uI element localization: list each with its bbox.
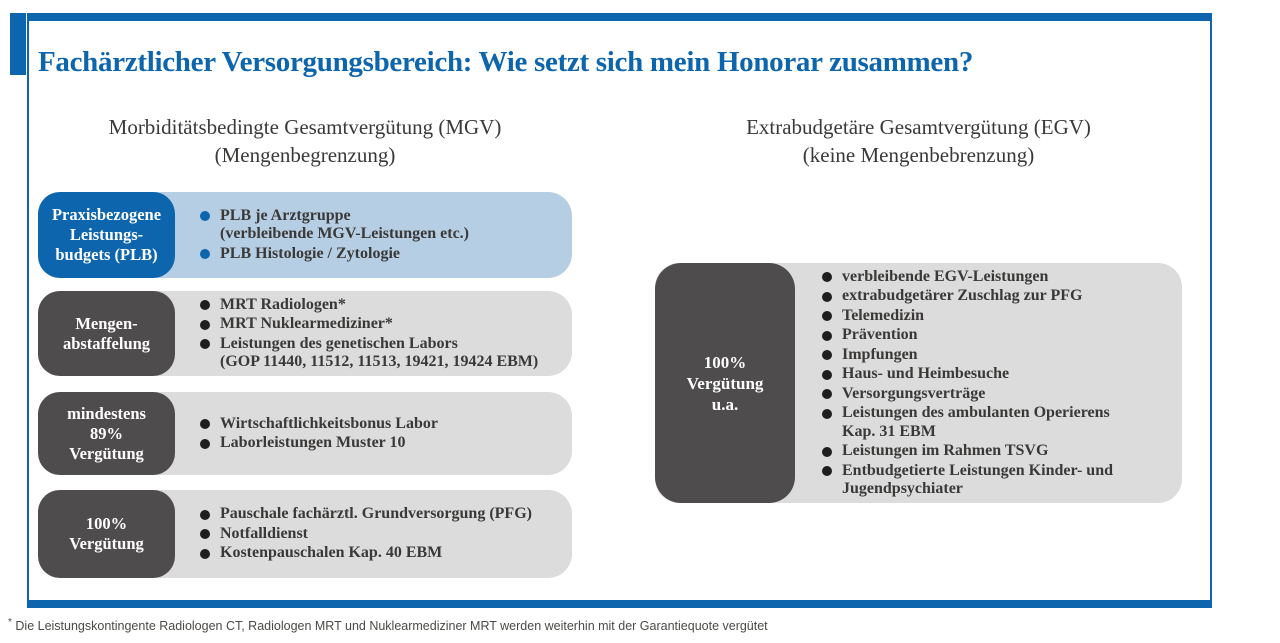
bullet-item-text: Impfungen [842, 345, 918, 363]
bullet-item-text: Prävention [842, 326, 918, 343]
row-100-verguetung: Pauschale fachärztl. Grundversorgung (PF… [38, 490, 572, 578]
egv-heading-line2: (keine Mengenbebrenzung) [802, 143, 1035, 167]
bullet-item: Leistungen im Rahmen TSVG [822, 442, 1174, 461]
bullet-item-text: Telemedizin [842, 306, 925, 324]
bullet-dot-icon [200, 509, 210, 520]
bullet-item-text: MRT Nuklearmediziner* [220, 315, 393, 332]
bullet-item-text: Notfalldienst [220, 524, 308, 542]
bullet-item-text: Leistungen im Rahmen TSVG [842, 442, 1049, 459]
bullet-dot-icon [200, 419, 210, 430]
row-mindestens-89: Wirtschaftlichkeitsbonus Labor Laborleist… [38, 392, 572, 475]
bullet-list: Wirtschaftlichkeitsbonus Labor Laborleist… [38, 414, 572, 454]
bullet-item-text: extrabudgetärer Zuschlag zur PFG [842, 287, 1083, 304]
row-mengenabstaffelung: MRT Radiologen* MRT Nuklearmediziner* Leis… [38, 291, 572, 376]
bullet-item-text: PLB Histologie / Zytologie [220, 244, 400, 262]
bullet-dot-icon [822, 330, 832, 341]
bullet-item: MRT Nuklearmediziner* [200, 315, 564, 334]
bullet-item: Versorgungsverträge [822, 385, 1174, 404]
bullet-dot-icon [200, 319, 210, 330]
bullet-item: Prävention [822, 326, 1174, 345]
bullet-dot-icon [200, 211, 210, 222]
row-label: Mengen- abstaffelung [38, 291, 175, 376]
footnote: * Die Leistungskontingente Radiologen CT… [8, 617, 1208, 633]
bullet-item: Leistungen des ambulanten Operierens Kap… [822, 404, 1174, 441]
bullet-item-text: Pauschale fachärztl. Grundversorgung (PF… [220, 505, 532, 523]
footnote-text: Die Leistungskontingente Radiologen CT, … [15, 619, 768, 634]
bullet-item-text: Leistungen des ambulanten Operierens Kap… [842, 404, 1110, 440]
row-label-text: mindestens 89% Vergütung [67, 403, 146, 463]
row-label: 100% Vergütung [38, 490, 175, 578]
bullet-dot-icon [822, 311, 832, 322]
row-egv-100-verguetung: verbleibende EGV-Leistungen extrabudgetär… [655, 263, 1182, 503]
bullet-dot-icon [200, 438, 210, 449]
bullet-dot-icon [822, 466, 832, 477]
row-label: mindestens 89% Vergütung [38, 392, 175, 475]
bullet-item-text: Wirtschaftlichkeitsbonus Labor [220, 414, 438, 432]
bullet-dot-icon [200, 300, 210, 311]
bullet-item: MRT Radiologen* [200, 296, 564, 315]
bullet-item: Notfalldienst [200, 525, 564, 544]
bullet-list: Pauschale fachärztl. Grundversorgung (PF… [38, 504, 572, 564]
bullet-list: MRT Radiologen* MRT Nuklearmediziner* Leis… [38, 295, 572, 373]
bullet-item: PLB je Arztgruppe (verbleibende MGV-Leis… [200, 207, 564, 244]
mgv-heading-line2: (Mengenbegrenzung) [214, 143, 396, 167]
bullet-dot-icon [822, 446, 832, 457]
bullet-item: Telemedizin [822, 307, 1174, 326]
bullet-dot-icon [200, 548, 210, 559]
bullet-dot-icon [822, 272, 832, 283]
egv-heading-line1: Extrabudgetäre Gesamtvergütung (EGV) [746, 115, 1091, 139]
bullet-item: Wirtschaftlichkeitsbonus Labor [200, 415, 564, 434]
bullet-item-text: verbleibende EGV-Leistungen [842, 267, 1049, 285]
bullet-item: PLB Histologie / Zytologie [200, 245, 564, 264]
row-plb: PLB je Arztgruppe (verbleibende MGV-Leis… [38, 192, 572, 278]
bullet-item: Laborleistungen Muster 10 [200, 434, 564, 453]
bullet-dot-icon [822, 291, 832, 302]
bullet-item: Leistungen des genetischen Labors (GOP 1… [200, 335, 564, 372]
frame-border [27, 13, 1212, 608]
bullet-dot-icon [200, 529, 210, 540]
accent-bar [10, 13, 26, 75]
bullet-item-text: Entbudgetierte Leistungen Kinder- und Ju… [842, 461, 1113, 498]
bullet-dot-icon [822, 350, 832, 361]
page-title: Fachärztlicher Versorgungsbereich: Wie s… [38, 46, 974, 78]
bullet-item-text: MRT Radiologen* [220, 295, 346, 313]
row-label-text: Praxisbezogene Leistungs- budgets (PLB) [51, 205, 162, 264]
bullet-dot-icon [822, 369, 832, 380]
row-label-text: 100% Vergütung [69, 514, 144, 553]
row-label-text: Mengen- abstaffelung [62, 313, 151, 353]
bullet-item: Haus- und Heimbesuche [822, 365, 1174, 384]
bullet-item: Pauschale fachärztl. Grundversorgung (PF… [200, 505, 564, 524]
bullet-dot-icon [200, 339, 210, 350]
row-label: Praxisbezogene Leistungs- budgets (PLB) [38, 192, 175, 278]
bullet-dot-icon [822, 408, 832, 419]
bullet-item-text: Versorgungsverträge [842, 384, 986, 402]
bullet-list: verbleibende EGV-Leistungen extrabudgetär… [655, 267, 1182, 500]
bullet-item: Kostenpauschalen Kap. 40 EBM [200, 544, 564, 563]
bullet-item-text: Haus- und Heimbesuche [842, 365, 1010, 382]
bullet-item: extrabudgetärer Zuschlag zur PFG [822, 287, 1174, 306]
bullet-item: Entbudgetierte Leistungen Kinder- und Ju… [822, 462, 1174, 499]
bullet-item-text: PLB je Arztgruppe (verbleibende MGV-Leis… [220, 206, 469, 243]
row-label: 100% Vergütung u.a. [655, 263, 795, 503]
bullet-list: PLB je Arztgruppe (verbleibende MGV-Leis… [38, 206, 572, 265]
bullet-item-text: Laborleistungen Muster 10 [220, 434, 406, 451]
bullet-item-text: Leistungen des genetischen Labors (GOP 1… [220, 334, 539, 371]
mgv-column-heading: Morbiditätsbedingte Gesamtvergütung (MGV… [38, 113, 572, 169]
bullet-item: verbleibende EGV-Leistungen [822, 268, 1174, 287]
mgv-heading-line1: Morbiditätsbedingte Gesamtvergütung (MGV… [108, 115, 502, 139]
bullet-item-text: Kostenpauschalen Kap. 40 EBM [220, 544, 443, 562]
footnote-asterisk: * [8, 617, 12, 628]
bullet-dot-icon [822, 389, 832, 400]
bullet-dot-icon [200, 249, 210, 260]
bullet-item: Impfungen [822, 346, 1174, 365]
row-label-text: 100% Vergütung u.a. [686, 352, 764, 414]
egv-column-heading: Extrabudgetäre Gesamtvergütung (EGV) (ke… [655, 113, 1182, 169]
